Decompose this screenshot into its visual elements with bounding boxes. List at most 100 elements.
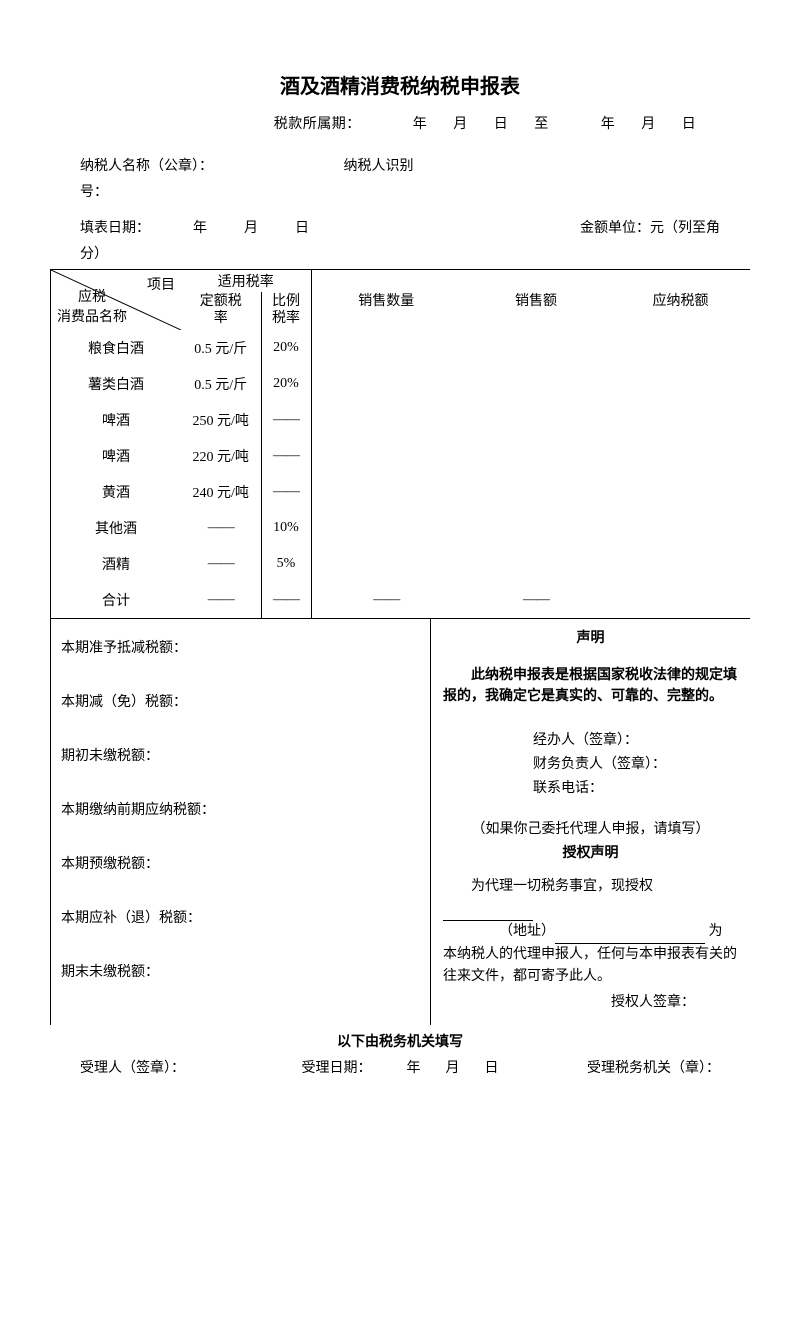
table-cell: 240 元/吨 <box>181 474 261 510</box>
auth-l2b: 为 <box>709 924 723 939</box>
table-cell <box>611 474 750 510</box>
table-cell: —— <box>261 402 311 438</box>
footer-row: 受理人（签章）： 受理日期： 年 月 日 受理税务机关（章）： <box>50 1055 750 1077</box>
table-cell <box>611 330 750 366</box>
taxpayer-id-label2: 号： <box>80 181 720 201</box>
table-cell: 黄酒 <box>51 474 181 510</box>
auth-l3: 本纳税人的代理申报人，任何与本申报表有关的往来文件，都可寄予此人。 <box>443 944 738 989</box>
accept-date: 受理日期： 年 月 日 <box>293 1057 506 1077</box>
taxpayer-name-label: 纳税人名称（公章）： <box>80 155 340 175</box>
table-cell: —— <box>261 438 311 474</box>
header-pctrate: 比例税率 <box>261 292 311 330</box>
table-cell <box>311 474 461 510</box>
summary-item: 期末未缴税额： <box>61 961 420 981</box>
summary-item: 本期准予抵减税额： <box>61 637 420 657</box>
table-cell: —— <box>181 582 261 618</box>
amount-unit: 金额单位：元（列至角 <box>580 217 720 237</box>
auth-sig: 授权人签章： <box>443 992 738 1014</box>
header-pctrate-text: 比例税率 <box>262 294 311 328</box>
header-fixedrate: 定额税率 <box>181 292 261 330</box>
table-cell: 5% <box>261 546 311 582</box>
table-cell <box>611 366 750 402</box>
table-row: 其他酒——10% <box>51 510 750 546</box>
header-taxable1: 应税 <box>57 286 127 306</box>
table-cell: 220 元/吨 <box>181 438 261 474</box>
summary-item: 本期应补（退）税额： <box>61 907 420 927</box>
header-item: 项目 <box>147 274 175 294</box>
declaration-title: 声明 <box>443 627 738 647</box>
table-row: 粮食白酒0.5 元/斤20% <box>51 330 750 366</box>
sig-phone: 联系电话： <box>533 777 738 801</box>
table-cell: 啤酒 <box>51 402 181 438</box>
table-cell <box>611 510 750 546</box>
table-row: 薯类白酒0.5 元/斤20% <box>51 366 750 402</box>
lower-section: 本期准予抵减税额： 本期减（免）税额： 期初未缴税额： 本期缴纳前期应纳税额： 本期预缴… <box>51 618 750 1025</box>
header-payable: 应纳税额 <box>611 270 750 330</box>
accept-org: 受理税务机关（章）： <box>507 1057 720 1077</box>
fill-d: 日 <box>295 221 309 236</box>
table-row: 黄酒240 元/吨—— <box>51 474 750 510</box>
summary-item: 本期缴纳前期应纳税额： <box>61 799 420 819</box>
table-cell: —— <box>181 510 261 546</box>
header-amount: 销售额 <box>461 270 611 330</box>
table-row: 合计———————— <box>51 582 750 618</box>
table-cell <box>311 366 461 402</box>
table-cell <box>311 510 461 546</box>
summary-item: 本期减（免）税额： <box>61 691 420 711</box>
table-cell <box>461 510 611 546</box>
table-cell: —— <box>311 582 461 618</box>
header-taxable2: 消费品名称 <box>57 306 127 326</box>
amount-unit2: 分） <box>80 243 108 263</box>
accept-d: 日 <box>484 1061 498 1076</box>
summary-item: 期初未缴税额： <box>61 745 420 765</box>
header-rategroup: 适用税率 <box>181 270 311 292</box>
fill-row: 填表日期： 年 月 日 金额单位：元（列至角 <box>50 217 750 237</box>
period-label: 税款所属期： <box>274 117 361 132</box>
auth-l1a: 为代理一切税务事宜，现授权 <box>471 879 653 894</box>
header-fixedrate-text: 定额税率 <box>181 294 261 328</box>
period-to: 至 <box>534 117 549 132</box>
table-cell: 20% <box>261 330 311 366</box>
table-cell <box>461 366 611 402</box>
table-cell <box>461 438 611 474</box>
auth-body: 为代理一切税务事宜，现授权 （地址） 为 本纳税人的代理申报人，任何与本申报表有… <box>443 876 738 1014</box>
period-m2: 月 <box>641 117 656 132</box>
table-cell <box>461 546 611 582</box>
table-row: 啤酒250 元/吨—— <box>51 402 750 438</box>
table-cell: —— <box>461 582 611 618</box>
fill-date-label: 填表日期： <box>80 221 150 236</box>
table-cell <box>611 582 750 618</box>
declaration-body: 此纳税申报表是根据国家税收法律的规定填报的，我确定它是真实的、可靠的、完整的。 <box>443 665 738 707</box>
period-y1: 年 <box>413 117 428 132</box>
accept-m: 月 <box>445 1061 459 1076</box>
table-cell: 0.5 元/斤 <box>181 330 261 366</box>
table-cell: 粮食白酒 <box>51 330 181 366</box>
period-line: 税款所属期： 年 月 日 至 年 月 日 <box>50 113 750 133</box>
table-cell: 啤酒 <box>51 438 181 474</box>
taxpayer-row2: 号： <box>50 181 750 201</box>
tax-office-title: 以下由税务机关填写 <box>50 1025 750 1055</box>
table-cell: —— <box>261 474 311 510</box>
table-cell <box>461 402 611 438</box>
table-cell <box>311 402 461 438</box>
table-cell <box>611 438 750 474</box>
lower-left: 本期准予抵减税额： 本期减（免）税额： 期初未缴税额： 本期缴纳前期应纳税额： 本期预缴… <box>51 619 431 1025</box>
accept-date-label: 受理日期： <box>301 1061 371 1076</box>
table-cell: 薯类白酒 <box>51 366 181 402</box>
table-cell <box>611 546 750 582</box>
lower-right: 声明 此纳税申报表是根据国家税收法律的规定填报的，我确定它是真实的、可靠的、完整… <box>431 619 750 1025</box>
header-diagonal: 项目 应税 消费品名称 <box>51 270 181 330</box>
auth-title: 授权声明 <box>443 842 738 862</box>
table-cell: 10% <box>261 510 311 546</box>
table-row: 啤酒220 元/吨—— <box>51 438 750 474</box>
table-row: 酒精——5% <box>51 546 750 582</box>
auth-note: （如果你己委托代理人申报，请填写） <box>443 818 738 838</box>
table-cell: —— <box>181 546 261 582</box>
table-cell: 其他酒 <box>51 510 181 546</box>
summary-item: 本期预缴税额： <box>61 853 420 873</box>
table-cell <box>311 546 461 582</box>
accept-y: 年 <box>406 1061 420 1076</box>
table-cell <box>461 330 611 366</box>
taxpayer-row: 纳税人名称（公章）： 纳税人识别 <box>50 155 750 175</box>
form-title: 酒及酒精消费税纳税申报表 <box>50 70 750 99</box>
